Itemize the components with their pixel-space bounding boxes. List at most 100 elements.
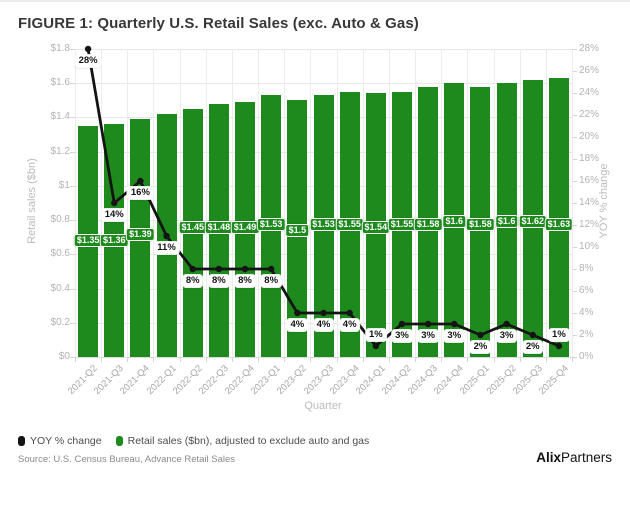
bar-2023-Q4 [339, 91, 360, 357]
x-axis-tick [75, 357, 76, 362]
x-axis-tick [493, 357, 495, 362]
figure-title: FIGURE 1: Quarterly U.S. Retail Sales (e… [18, 15, 419, 32]
x-axis-tick [336, 357, 338, 362]
x-axis-tick [127, 357, 129, 362]
yoy-line-path [86, 48, 560, 348]
y-axis-right-tick [572, 247, 577, 248]
y-axis-left-tick [70, 322, 75, 324]
x-axis-tick [153, 357, 155, 362]
y-axis-right-tick-label: 24% [579, 87, 600, 98]
y-axis-left-tick-label: $1.6 [50, 77, 70, 89]
legend-label-yoy: YOY % change [30, 435, 102, 447]
legend-marker-line-series [18, 436, 25, 446]
bar-value-label: $1.55 [387, 218, 417, 231]
v-gridline [310, 49, 312, 357]
y-axis-left-tick [70, 49, 75, 50]
bar-value-label: $1.6 [494, 215, 519, 228]
x-axis-tick [545, 357, 547, 362]
y-axis-left-tick-label: $0.2 [50, 316, 70, 328]
y-axis-right-tick-label: 18% [579, 153, 600, 164]
y-axis-right-tick-label: 2% [579, 329, 594, 340]
line-point-2022-Q3 [215, 265, 223, 273]
line-point-2024-Q1 [372, 342, 380, 350]
x-axis-tick [519, 357, 521, 362]
alixpartners-logo: AlixPartners [536, 450, 612, 465]
source-note: Source: U.S. Census Bureau, Advance Reta… [18, 454, 236, 465]
y-axis-left-tick-label: $1.8 [50, 43, 70, 54]
y-axis-right-tick-label: 22% [579, 109, 600, 120]
bar-2022-Q4 [235, 102, 256, 357]
y-axis-left-tick [70, 185, 75, 187]
x-axis-label-2025-Q2: 2025-Q2 [484, 363, 519, 397]
h-gridline [75, 357, 572, 358]
yoy-point-label: 4% [313, 319, 334, 331]
y-axis-right-tick-label: 10% [579, 241, 600, 252]
line-point-2024-Q3 [424, 320, 432, 328]
bar-2024-Q4 [444, 83, 465, 357]
yoy-point-label: 8% [235, 275, 255, 287]
yoy-point-label: 1% [365, 329, 386, 341]
yoy-point-label: 8% [261, 275, 282, 287]
y-axis-right-tick-label: 26% [579, 65, 600, 76]
yoy-point-label: 3% [418, 330, 438, 342]
line-point-2021-Q2 [84, 45, 92, 53]
bar-2021-Q2 [78, 126, 99, 357]
y-axis-left-tick-label: $0 [58, 351, 70, 362]
yoy-point-label: 3% [496, 330, 517, 342]
line-point-2025-Q3 [529, 331, 536, 339]
line-point-2023-Q4 [346, 309, 353, 317]
bar-value-label: $1.54 [361, 221, 391, 234]
x-axis-tick [231, 357, 233, 362]
x-axis-tick [179, 357, 181, 362]
yoy-point-label: 28% [75, 55, 101, 67]
bar-value-label: $1.63 [544, 218, 574, 231]
y-axis-right-tick [572, 181, 577, 182]
y-axis-right-tick [572, 269, 577, 270]
bar-2024-Q3 [418, 86, 439, 357]
v-gridline [441, 49, 443, 357]
yoy-point-label: 3% [392, 330, 412, 342]
yoy-point-label: 8% [182, 275, 203, 287]
bar-2022-Q3 [208, 103, 229, 357]
bar-value-label: $1.58 [413, 218, 443, 231]
v-gridline [101, 49, 103, 357]
x-axis-line [75, 357, 572, 358]
y-axis-left-title: Retail sales ($bn) [26, 158, 38, 244]
y-axis-right-tick-label: 14% [579, 197, 600, 208]
y-axis-left-tick [70, 220, 75, 222]
y-axis-left-tick [70, 83, 75, 85]
yoy-point-label: 8% [208, 275, 229, 287]
x-axis-tick [258, 357, 260, 362]
yoy-point-label: 4% [339, 319, 360, 331]
line-point-2023-Q3 [320, 309, 327, 317]
v-gridline [205, 49, 207, 357]
y-axis-left-tick-label: $0.6 [50, 248, 70, 260]
line-point-2022-Q4 [241, 265, 249, 273]
h-gridline [75, 185, 572, 187]
figure-container: FIGURE 1: Quarterly U.S. Retail Sales (e… [0, 0, 630, 465]
bar-2024-Q2 [391, 91, 412, 357]
y-axis-right-tick [572, 159, 577, 160]
bar-value-label: $1.39 [126, 228, 155, 241]
legend-label-retail-sales: Retail sales ($bn), adjusted to exclude … [127, 435, 370, 447]
legend-item-retail-sales[interactable]: Retail sales ($bn), adjusted to exclude … [115, 435, 370, 447]
yoy-point-label: 1% [549, 329, 569, 341]
v-gridline [388, 49, 390, 357]
line-point-2023-Q1 [267, 265, 275, 273]
x-axis-tick [415, 357, 417, 362]
bar-2021-Q3 [104, 124, 125, 357]
h-gridline [75, 117, 572, 119]
v-gridline [284, 49, 286, 357]
v-gridline [231, 49, 233, 357]
v-gridline [545, 49, 547, 357]
h-gridline [75, 49, 572, 50]
bar-2025-Q2 [496, 83, 517, 357]
v-gridline [179, 49, 181, 357]
logo-text-bold: Alix [536, 450, 561, 465]
y-axis-right-tick-label: 16% [579, 175, 600, 186]
line-point-2022-Q2 [189, 265, 196, 273]
x-axis-tick [572, 357, 573, 362]
legend-item-yoy[interactable]: YOY % change [18, 435, 102, 447]
line-point-2025-Q4 [555, 342, 563, 350]
bar-2022-Q2 [182, 108, 203, 357]
